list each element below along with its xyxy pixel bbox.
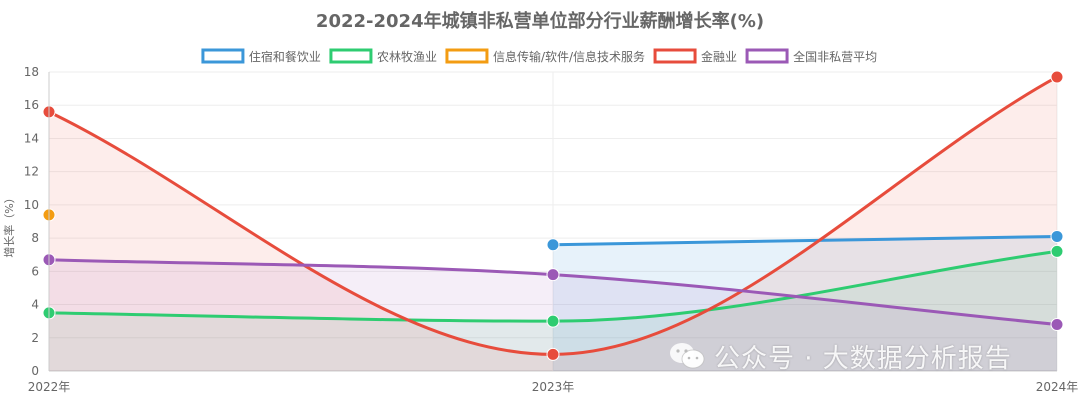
y-tick-label: 12 [24,165,39,179]
x-tick-label: 2024年 [1036,380,1079,394]
data-point[interactable] [1050,229,1064,243]
legend-label: 全国非私营平均 [793,49,877,64]
series-area [49,251,1057,371]
legend-swatch[interactable] [745,48,789,64]
y-tick-label: 8 [31,231,39,245]
y-tick-label: 4 [31,298,39,312]
legend-label: 农林牧渔业 [377,50,437,64]
y-tick-label: 16 [24,98,39,112]
data-point[interactable] [1050,244,1064,258]
series-area [553,236,1057,371]
y-tick-label: 6 [31,264,39,278]
chart-title: 2022-2024年城镇非私营单位部分行业薪酬增长率(%) [316,10,764,32]
y-tick-label: 18 [24,65,39,79]
x-tick-label: 2023年 [532,380,575,394]
axes: 0 2 4 6 8 10 12 14 16 18 2022年 2023年 2024年 [24,65,1079,394]
series-line [552,234,1058,247]
legend[interactable]: 住宿和餐饮业 农林牧渔业 信息传输/软件/信息技术服务 金融业 全国非私营平均 [201,48,877,64]
legend-label: 金融业 [701,49,737,64]
y-tick-label: 14 [24,131,39,145]
legend-swatch[interactable] [653,48,697,64]
legend-label: 信息传输/软件/信息技术服务 [493,49,645,64]
y-tick-label: 10 [24,198,39,212]
data-point[interactable] [546,238,560,252]
y-axis-label: 增长率（%） [2,192,16,257]
legend-label: 住宿和餐饮业 [249,49,321,64]
y-tick-label: 0 [31,364,39,378]
x-tick-label: 2022年 [28,380,71,394]
legend-swatch[interactable] [201,48,245,64]
data-point[interactable] [546,268,560,282]
legend-swatch[interactable] [329,48,373,64]
legend-swatch[interactable] [445,48,489,64]
data-point[interactable] [1050,317,1064,331]
data-point[interactable] [546,314,560,328]
data-point[interactable] [546,347,560,361]
y-tick-label: 2 [31,331,39,345]
data-point[interactable] [1050,70,1064,84]
